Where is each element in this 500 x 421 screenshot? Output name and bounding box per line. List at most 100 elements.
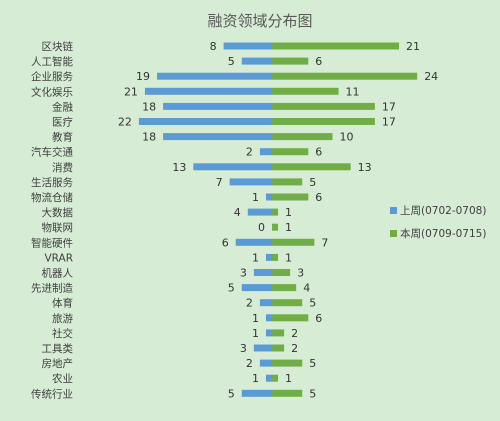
bar-prev-week [138,118,272,125]
category-label: 智能硬件 [31,236,73,249]
category-label: 体育 [52,297,73,310]
value-label-this-week: 6 [315,312,322,325]
bar-prev-week [241,389,272,397]
bar-prev-week [235,238,272,246]
bar-this-week [272,57,309,65]
bar-this-week [272,269,291,276]
bar-this-week [272,329,285,337]
bar-prev-week [157,72,272,80]
value-label-this-week: 6 [315,146,322,159]
value-label-prev-week: 18 [142,131,156,144]
value-label-prev-week: 1 [252,372,259,385]
value-label-prev-week: 1 [252,251,259,264]
bar-this-week [272,223,279,231]
value-label-this-week: 5 [309,176,316,189]
category-label: 旅游 [52,312,73,325]
category-label: 机器人 [42,267,74,280]
bar-this-week [272,344,285,352]
bar-prev-week [265,253,272,261]
category-label: 企业服务 [31,70,73,83]
bar-prev-week [163,102,272,110]
category-label: 生活服务 [31,176,73,189]
chart-title: 融资领域分布图 [207,12,312,30]
legend: 上周(0702-0708) 本周(0709-0715) [390,205,486,240]
bar-prev-week [265,193,272,201]
value-label-this-week: 2 [291,327,298,340]
category-label: 工具类 [42,342,74,355]
value-label-this-week: 21 [406,40,420,53]
value-label-this-week: 7 [321,236,328,249]
bar-this-week [272,208,279,216]
value-label-prev-week: 2 [246,146,253,159]
category-label: 汽车交通 [31,146,73,159]
category-label: 物流仓储 [31,191,73,204]
value-label-this-week: 11 [346,85,360,98]
value-label-prev-week: 22 [118,116,132,129]
value-label-this-week: 10 [340,131,354,144]
category-labels: 区块链人工智能企业服务文化娱乐金融医疗教育汽车交通消费生活服务物流仓储大数据物联… [31,40,73,400]
value-label-this-week: 5 [309,357,316,370]
value-label-this-week: 2 [291,342,298,355]
value-label-this-week: 17 [382,100,396,113]
legend-swatch-prev-week [390,207,397,214]
category-label: 先进制造 [31,282,73,295]
bar-prev-week [265,314,272,322]
category-label: VRAR [44,252,73,264]
legend-swatch-this-week [390,230,397,237]
category-label: 农业 [52,372,73,385]
category-label: 区块链 [42,40,74,53]
bar-prev-week [253,269,272,276]
value-label-prev-week: 8 [210,40,217,53]
value-label-this-week: 1 [285,372,292,385]
legend-label-this-week: 本周(0709-0715) [400,227,486,240]
bar-this-week [272,163,351,171]
bar-prev-week [265,329,272,337]
value-label-this-week: 24 [424,70,438,83]
value-label-this-week: 4 [303,282,310,295]
bar-this-week [272,314,309,322]
bar-this-week [272,359,303,367]
bar-prev-week [223,42,272,50]
value-label-prev-week: 5 [228,55,235,68]
bar-prev-week [259,359,272,367]
bar-prev-week [193,163,272,171]
bar-this-week [272,193,309,201]
value-label-this-week: 6 [315,191,322,204]
bar-prev-week [163,133,272,141]
value-label-prev-week: 3 [240,267,247,280]
bar-this-week [272,253,279,261]
bar-this-week [272,389,303,397]
bars-group [138,42,418,397]
category-label: 大数据 [42,206,74,219]
bar-prev-week [241,284,272,292]
value-label-prev-week: 2 [246,357,253,370]
bar-this-week [272,284,297,292]
value-label-this-week: 1 [285,206,292,219]
bar-this-week [272,42,400,50]
value-label-this-week: 1 [285,221,292,234]
bar-this-week [272,133,333,141]
value-label-this-week: 5 [309,387,316,400]
value-label-prev-week: 6 [222,236,229,249]
value-label-this-week: 13 [358,161,372,174]
value-label-prev-week: 3 [240,342,247,355]
value-label-this-week: 5 [309,297,316,310]
category-label: 教育 [52,131,73,144]
bar-this-week [272,238,315,246]
category-label: 医疗 [52,116,73,129]
legend-label-prev-week: 上周(0702-0708) [400,205,486,217]
bar-prev-week [265,374,272,382]
bar-this-week [272,148,309,156]
value-label-prev-week: 4 [234,206,241,219]
value-label-prev-week: 5 [228,387,235,400]
value-label-prev-week: 2 [246,297,253,310]
category-label: 人工智能 [31,55,73,68]
value-label-prev-week: 13 [172,161,186,174]
value-label-prev-week: 18 [142,100,156,113]
bar-prev-week [229,178,272,186]
category-label: 文化娱乐 [31,85,73,98]
category-label: 物联网 [42,221,74,234]
bar-this-week [272,72,418,80]
